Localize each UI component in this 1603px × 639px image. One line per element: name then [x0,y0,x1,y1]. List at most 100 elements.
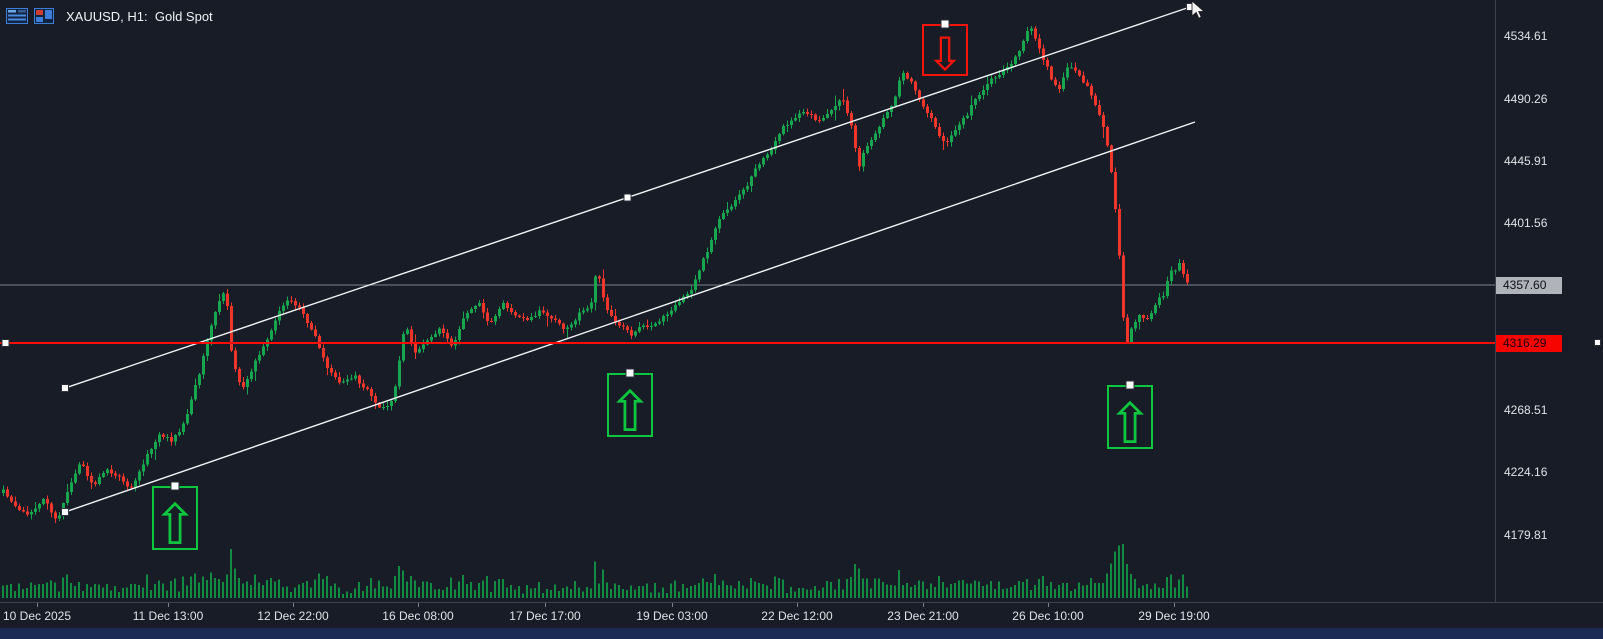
market-watch-icon[interactable] [6,8,28,24]
candle-body [862,153,865,167]
volume-bar [1106,573,1108,598]
volume-bar [970,583,972,598]
volume-bar [774,576,776,598]
candle-body [370,389,373,397]
volume-bar [126,587,128,598]
volume-bar [386,586,388,598]
volume-bar [530,588,532,598]
volume-bar [1014,584,1016,598]
candle-body [1010,63,1013,68]
trendline-handle[interactable] [61,508,69,517]
volume-bar [1006,588,1008,598]
volume-bar [286,586,288,598]
candle-body [906,73,909,79]
volume-bar [1098,582,1100,598]
volume-bar [798,588,800,598]
buy-arrow-icon[interactable]: ⇧ [607,380,654,445]
candle-body [306,314,309,324]
buy-arrow-icon[interactable]: ⇧ [1107,392,1154,457]
candle-body [690,290,693,295]
volume-bar [478,583,480,598]
candle-body [1114,172,1117,210]
volume-bar [70,582,72,598]
volume-bar [1010,587,1012,598]
candle-body [778,133,781,141]
chart-canvas[interactable]: ⇧ ⇧ ⇧ ⇩ XAUUSD, H1: Gold Sp [0,0,1495,602]
signal-handle[interactable] [625,368,635,378]
time-axis[interactable]: 10 Dec 2025 11 Dec 13:00 12 Dec 22:00 16 De… [0,603,1496,628]
volume-bar [1186,586,1188,598]
candle-body [494,315,497,322]
trendline-handle[interactable] [623,193,632,202]
sell-arrow-icon[interactable]: ⇩ [926,27,965,81]
candle-body [1098,104,1101,116]
volume-bar [202,576,204,598]
volume-bar [494,580,496,598]
candle-body [894,96,897,107]
candle-body [182,423,185,433]
time-tick [797,603,798,607]
volume-bar [866,578,868,598]
volume-bar [1002,589,1004,598]
candle-body [1026,30,1029,41]
volume-bar [338,587,340,598]
candle-body [1154,304,1157,313]
volume-bar [1118,545,1120,598]
candle-body [210,325,213,341]
candle-body [486,312,489,322]
candle-body [642,325,645,328]
volume-bar [522,593,524,598]
candle-body [754,168,757,177]
candle-body [830,110,833,114]
hline-right-handle[interactable] [1594,339,1601,346]
candle-body [22,509,25,512]
candle-body [814,114,817,120]
volume-bar [550,590,552,598]
volume-bar [770,588,772,598]
candle-body [522,317,525,319]
hline-left-handle[interactable] [1,339,10,347]
volume-bar [242,583,244,598]
candle-body [106,469,109,474]
buy-arrow-icon[interactable]: ⇧ [152,493,199,558]
candle-body [738,194,741,200]
volume-bar [714,573,716,598]
candle-body [934,118,937,127]
candle-body [290,300,293,302]
candles [2,25,1189,523]
signal-handle[interactable] [1125,380,1135,390]
price-chart[interactable]: ⇧ ⇧ ⇧ ⇩ [0,0,1495,602]
candle-body [286,300,289,306]
volume-bar [670,583,672,598]
volume-bar [82,591,84,598]
candle-body [1174,270,1177,272]
chart-window-icon[interactable] [34,8,54,24]
volume-bar [1110,563,1112,598]
volume-bar [958,580,960,598]
signal-handle[interactable] [940,19,950,29]
signal-handle[interactable] [170,481,180,491]
volume-bar [806,589,808,598]
volume-bar [486,576,488,598]
volume-bar [846,578,848,598]
candle-body [1066,67,1069,78]
candle-body [646,325,649,327]
volume-bar [814,585,816,598]
trendline-handle[interactable] [61,384,69,393]
volume-bar [150,589,152,598]
volume-bar [138,585,140,598]
candle-wick [291,296,292,304]
volume-bar [518,586,520,598]
price-axis[interactable]: 4534.61 4490.26 4445.91 4401.56 4268.51 4224.… [1496,0,1603,602]
candle-body [274,320,277,331]
volume-bar [694,584,696,598]
volume-bar [742,585,744,598]
volume-bar [902,584,904,598]
candle-body [374,396,377,403]
volume-bar [574,581,576,598]
volume-bar [918,580,920,598]
candle-wick [667,311,668,322]
channel-trendline[interactable] [64,121,1196,513]
candle-body [630,329,633,336]
candle-body [434,333,437,337]
